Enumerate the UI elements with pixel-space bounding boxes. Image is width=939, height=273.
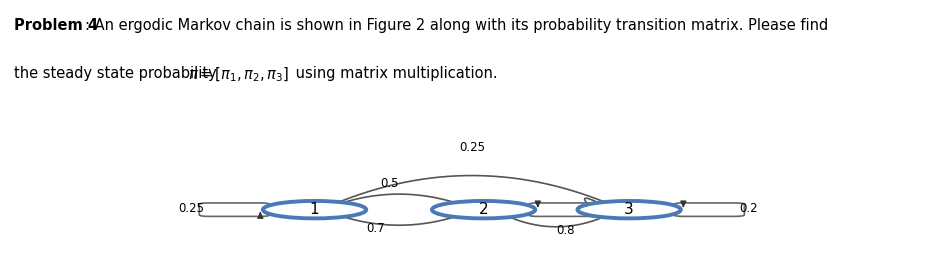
Text: the steady state probability: the steady state probability bbox=[14, 66, 226, 81]
Text: 2: 2 bbox=[479, 202, 488, 217]
Text: 0.2: 0.2 bbox=[740, 202, 759, 215]
Text: 0.7: 0.7 bbox=[366, 222, 385, 235]
Circle shape bbox=[263, 201, 366, 218]
Text: 3: 3 bbox=[624, 202, 634, 217]
Circle shape bbox=[577, 201, 681, 218]
Text: Problem 4: Problem 4 bbox=[14, 18, 98, 33]
Text: 0.25: 0.25 bbox=[459, 141, 485, 154]
Text: 1: 1 bbox=[310, 202, 319, 217]
Text: 0.3: 0.3 bbox=[594, 202, 612, 215]
Text: : An ergodic Markov chain is shown in Figure 2 along with its probability transi: : An ergodic Markov chain is shown in Fi… bbox=[85, 18, 828, 33]
Text: $\pi = [\pi_1, \pi_2, \pi_3]$: $\pi = [\pi_1, \pi_2, \pi_3]$ bbox=[188, 66, 289, 84]
Text: 0.25: 0.25 bbox=[178, 202, 204, 215]
Circle shape bbox=[432, 201, 535, 218]
Text: 0.5: 0.5 bbox=[380, 177, 399, 191]
Text: using matrix multiplication.: using matrix multiplication. bbox=[291, 66, 498, 81]
Text: 0.8: 0.8 bbox=[557, 224, 575, 237]
